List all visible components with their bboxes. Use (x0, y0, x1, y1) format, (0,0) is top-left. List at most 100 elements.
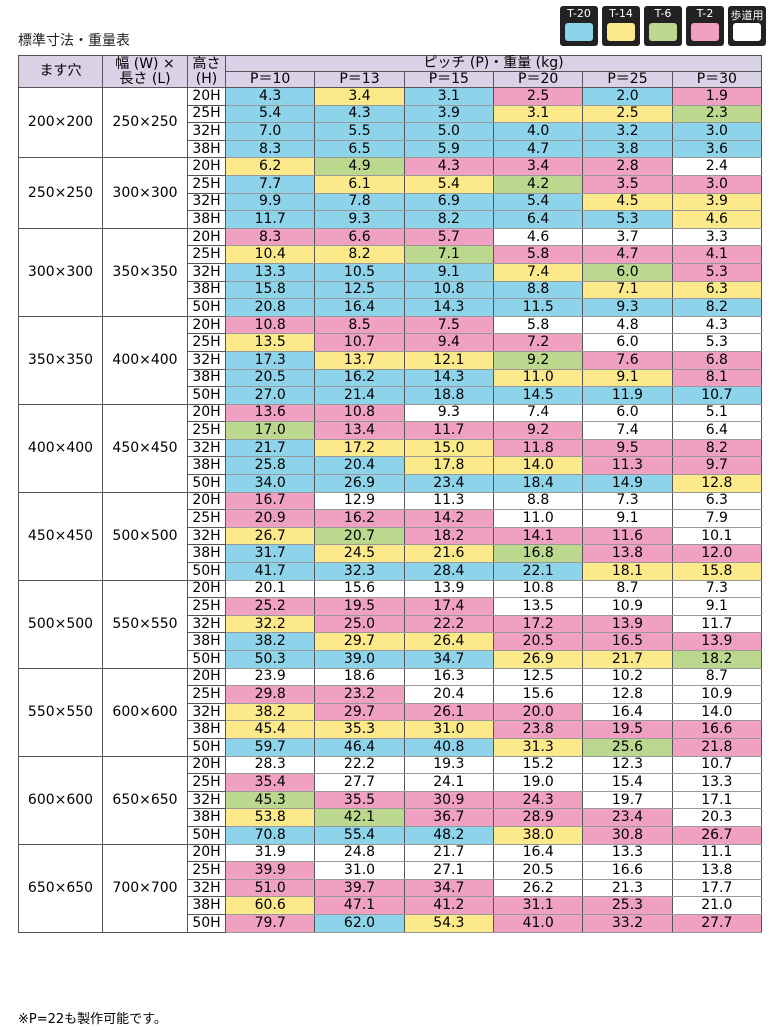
height-cell: 25H (187, 421, 226, 440)
table-row: 32H 45.3 35.5 30.9 24.3 19.7 17.1 (19, 790, 763, 810)
weight-cell: 13.3 (224, 262, 316, 282)
weight-cell: 16.5 (582, 632, 673, 651)
weight-cell: 35.5 (314, 790, 405, 810)
weight-cell: 5.4 (224, 104, 316, 124)
height-cell: 25H (187, 773, 226, 792)
table-row: 25H 25.2 19.5 17.4 13.5 10.9 9.1 (19, 597, 763, 616)
pitch-header: P＝20 (492, 71, 584, 88)
weight-cell: 23.4 (403, 474, 494, 493)
weight-cell: 20.4 (314, 456, 405, 476)
legend-label: T-14 (609, 7, 633, 20)
weight-cell: 6.6 (314, 227, 405, 247)
weight-cell: 21.7 (582, 650, 673, 669)
weight-cell: 10.2 (582, 667, 673, 687)
weight-cell: 10.1 (671, 526, 763, 546)
weight-cell: 11.5 (492, 298, 584, 317)
weight-cell: 11.0 (492, 509, 584, 528)
weight-cell: 13.3 (671, 773, 763, 792)
header-line: 長さ (L) (119, 70, 171, 87)
weight-cell: 28.3 (224, 755, 316, 775)
legend-icon: T-20 (560, 6, 598, 46)
height-cell: 38H (187, 544, 226, 564)
weight-cell: 18.2 (671, 650, 763, 669)
table-row: 250×250 300×300 20H 6.2 4.9 4.3 3.4 2.8 2.4 (18, 157, 763, 229)
weight-cell: 5.0 (403, 122, 494, 141)
weight-cell: 8.3 (224, 227, 316, 247)
height-cell: 32H (187, 438, 226, 458)
table-row: 38H 38.2 29.7 26.4 20.5 16.5 13.9 (19, 632, 763, 651)
header-cell: ピッチ (P)・重量 (kg) (225, 55, 762, 72)
weight-cell: 6.0 (582, 403, 673, 423)
height-cell: 20H (187, 87, 226, 106)
weight-cell: 79.7 (224, 913, 316, 933)
weight-cell: 17.8 (403, 456, 494, 476)
weight-cell: 9.3 (314, 210, 405, 229)
masu-cell: 300×300 (18, 227, 103, 317)
height-cell: 20H (187, 667, 226, 687)
weight-cell: 21.0 (671, 896, 763, 915)
weight-cell: 16.6 (582, 861, 673, 880)
table-row: 650×650 700×700 20H 31.9 24.8 21.7 16.4 13.3 11.… (18, 843, 763, 933)
weight-cell: 20.5 (492, 861, 584, 880)
weight-cell: 16.3 (403, 667, 494, 687)
weight-cell: 6.1 (314, 174, 405, 194)
weight-cell: 20.9 (224, 509, 316, 528)
weight-cell: 8.2 (671, 298, 763, 317)
weight-cell: 7.2 (492, 333, 584, 352)
table-row: 25H 10.4 8.2 7.1 5.8 4.7 4.1 (19, 245, 763, 264)
weight-cell: 10.8 (224, 315, 316, 335)
height-cell: 20H (187, 579, 226, 599)
weight-cell: 28.9 (492, 808, 584, 827)
weight-cell: 34.7 (403, 878, 494, 898)
weight-cell: 15.6 (314, 579, 405, 599)
weight-cell: 11.3 (403, 491, 494, 511)
weight-cell: 29.7 (314, 632, 405, 651)
weight-cell: 15.8 (671, 562, 763, 581)
weight-cell: 3.3 (671, 227, 763, 247)
weight-cell: 8.2 (671, 438, 763, 458)
height-cell: 25H (187, 685, 226, 704)
masu-cell: 350×350 (18, 315, 103, 405)
weight-cell: 15.0 (403, 438, 494, 458)
legend-label: T-20 (567, 7, 591, 20)
weight-cell: 6.4 (671, 421, 763, 440)
weight-cell: 26.7 (224, 526, 316, 546)
weight-cell: 3.5 (582, 174, 673, 194)
weight-cell: 8.3 (224, 139, 316, 159)
legend-icon: 歩道用 (728, 6, 766, 46)
masu-cell: 500×500 (18, 579, 103, 669)
weight-cell: 13.7 (314, 350, 405, 370)
weight-cell: 14.3 (403, 368, 494, 388)
weight-cell: 6.0 (582, 262, 673, 282)
height-cell: 38H (187, 280, 226, 300)
masu-cell: 400×400 (18, 403, 103, 493)
size-cell: 300×300 (102, 157, 188, 229)
weight-cell: 11.8 (492, 438, 584, 458)
weight-cell: 4.2 (492, 174, 584, 194)
weight-cell: 19.3 (403, 755, 494, 775)
weight-cell: 9.1 (403, 262, 494, 282)
weight-cell: 11.6 (582, 526, 673, 546)
weight-cell: 14.1 (492, 526, 584, 546)
weight-cell: 45.3 (224, 790, 316, 810)
weight-cell: 13.5 (492, 597, 584, 616)
weight-cell: 10.7 (671, 755, 763, 775)
legend-swatch (691, 23, 719, 41)
weight-cell: 24.3 (492, 790, 584, 810)
weight-cell: 31.7 (224, 544, 316, 564)
weight-cell: 11.7 (224, 210, 316, 229)
weight-cell: 5.3 (671, 262, 763, 282)
weight-cell: 26.2 (492, 878, 584, 898)
height-cell: 38H (187, 210, 226, 229)
page-title: 標準寸法・重量表 (18, 33, 130, 49)
legend-label: T-2 (696, 7, 714, 20)
weight-cell: 4.7 (582, 245, 673, 264)
weight-cell: 16.7 (224, 491, 316, 511)
weight-cell: 4.3 (403, 157, 494, 176)
weight-cell: 5.8 (492, 315, 584, 335)
table-row: 38H 53.8 42.1 36.7 28.9 23.4 20.3 (19, 808, 763, 827)
height-cell: 25H (187, 245, 226, 264)
weight-cell: 7.1 (582, 280, 673, 300)
weight-cell: 2.0 (582, 87, 673, 106)
weight-cell: 33.2 (582, 913, 673, 933)
